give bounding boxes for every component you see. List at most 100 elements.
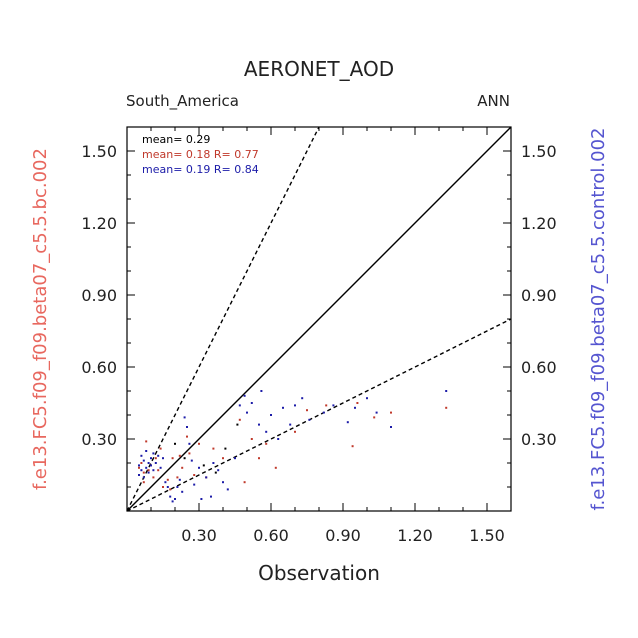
data-point-control.002 — [390, 426, 392, 428]
data-point-control.002 — [147, 462, 150, 464]
data-point-bc.002 — [274, 466, 277, 469]
data-point-bc.002 — [181, 466, 184, 469]
y-tick-label-left: 0.60 — [81, 358, 117, 377]
data-point-control.002 — [246, 411, 248, 414]
data-point-control.002 — [322, 411, 325, 414]
data-point-control.002 — [222, 481, 224, 484]
data-point-control.002 — [445, 390, 448, 392]
data-point-control.002 — [174, 498, 176, 500]
data-point-control.002 — [140, 469, 143, 472]
data-point-control.002 — [178, 478, 181, 481]
data-point-control.002 — [200, 498, 203, 500]
data-point-bc.002 — [373, 416, 376, 419]
data-point-mean-only — [224, 447, 227, 450]
data-point-bc.002 — [198, 442, 200, 445]
data-point-control.002 — [366, 397, 368, 400]
chart-title: AERONET_AOD — [244, 57, 394, 81]
data-point-bc.002 — [258, 457, 260, 460]
reference-line-factor-2-upper — [126, 126, 320, 512]
data-point-control.002 — [217, 469, 220, 472]
stats-bc-mean: mean= 0.18 R= 0.77 — [142, 148, 259, 161]
y-tick-label-right: 0.30 — [521, 430, 557, 449]
data-point-bc.002 — [325, 404, 328, 407]
data-point-mean-only — [183, 457, 186, 460]
data-point-control.002 — [250, 402, 253, 404]
data-point-bc.002 — [138, 466, 140, 469]
reference-line-factor-2-lower — [126, 318, 512, 512]
data-point-control.002 — [154, 462, 157, 464]
data-point-control.002 — [138, 474, 140, 476]
stats-obs-mean: mean= 0.29 — [142, 133, 210, 146]
data-point-control.002 — [308, 418, 311, 421]
data-point-bc.002 — [162, 486, 164, 488]
data-point-control.002 — [166, 486, 169, 488]
data-point-control.002 — [181, 490, 184, 493]
x-tick-label: 0.30 — [181, 526, 217, 545]
data-point-control.002 — [150, 464, 152, 467]
data-point-control.002 — [226, 488, 229, 491]
left-axis-label: f.e13.FC5.f09_f09.beta07_c5.5.bc.002 — [30, 148, 51, 490]
data-point-control.002 — [142, 459, 145, 462]
y-tick-label-right: 0.60 — [521, 358, 557, 377]
data-point-bc.002 — [188, 452, 191, 455]
data-point-control.002 — [332, 404, 335, 407]
y-tick-label-left: 0.90 — [81, 286, 117, 305]
data-point-bc.002 — [147, 469, 150, 472]
data-point-control.002 — [152, 452, 155, 455]
x-axis-label: Observation — [258, 561, 380, 585]
data-point-control.002 — [164, 481, 167, 484]
data-point-bc.002 — [351, 445, 354, 448]
y-tick-label-left: 0.30 — [81, 430, 117, 449]
data-point-control.002 — [354, 406, 356, 409]
data-point-control.002 — [150, 457, 152, 460]
data-point-bc.002 — [171, 457, 174, 460]
data-point-control.002 — [234, 457, 236, 460]
data-point-control.002 — [145, 450, 148, 452]
data-point-bc.002 — [140, 462, 143, 464]
data-point-mean-only — [236, 423, 239, 426]
data-point-control.002 — [157, 454, 160, 457]
data-point-control.002 — [301, 397, 304, 400]
y-tick-label-right: 1.50 — [521, 142, 557, 161]
data-point-control.002 — [147, 471, 150, 474]
data-point-bc.002 — [294, 430, 296, 433]
data-point-control.002 — [186, 426, 188, 428]
data-point-bc.002 — [243, 481, 246, 484]
data-point-control.002 — [198, 466, 200, 469]
data-point-control.002 — [159, 466, 162, 469]
data-point-control.002 — [142, 476, 145, 479]
data-point-bc.002 — [212, 447, 215, 450]
x-tick-label: 1.20 — [397, 526, 433, 545]
right-axis-label: f.e13.FC5.f09_f09.beta07_c5.5.control.00… — [588, 128, 609, 511]
data-point-bc.002 — [142, 471, 145, 474]
data-point-control.002 — [140, 454, 143, 457]
season-label: ANN — [477, 92, 510, 110]
data-point-bc.002 — [250, 438, 253, 440]
data-point-control.002 — [375, 411, 378, 414]
data-point-bc.002 — [238, 418, 241, 421]
data-point-control.002 — [346, 421, 349, 424]
data-point-control.002 — [210, 495, 212, 498]
data-point-bc.002 — [222, 457, 224, 460]
data-point-control.002 — [171, 500, 174, 503]
data-point-mean-only — [202, 464, 205, 467]
data-point-mean-only — [174, 442, 176, 445]
data-point-control.002 — [190, 459, 193, 462]
data-point-control.002 — [193, 483, 196, 486]
data-point-control.002 — [270, 414, 272, 416]
reference-line-one-to-one — [126, 126, 512, 512]
y-tick-label-left: 1.20 — [81, 214, 117, 233]
data-point-bc.002 — [306, 409, 308, 412]
data-point-bc.002 — [193, 474, 196, 476]
data-point-bc.002 — [186, 435, 188, 438]
data-point-control.002 — [212, 462, 215, 464]
data-point-control.002 — [238, 404, 241, 407]
data-point-control.002 — [169, 495, 172, 498]
y-tick-label-right: 0.90 — [521, 286, 557, 305]
data-point-bc.002 — [157, 469, 160, 472]
data-point-bc.002 — [390, 411, 392, 414]
x-tick-label: 1.50 — [469, 526, 505, 545]
data-point-bc.002 — [166, 478, 169, 481]
data-point-control.002 — [152, 469, 155, 472]
